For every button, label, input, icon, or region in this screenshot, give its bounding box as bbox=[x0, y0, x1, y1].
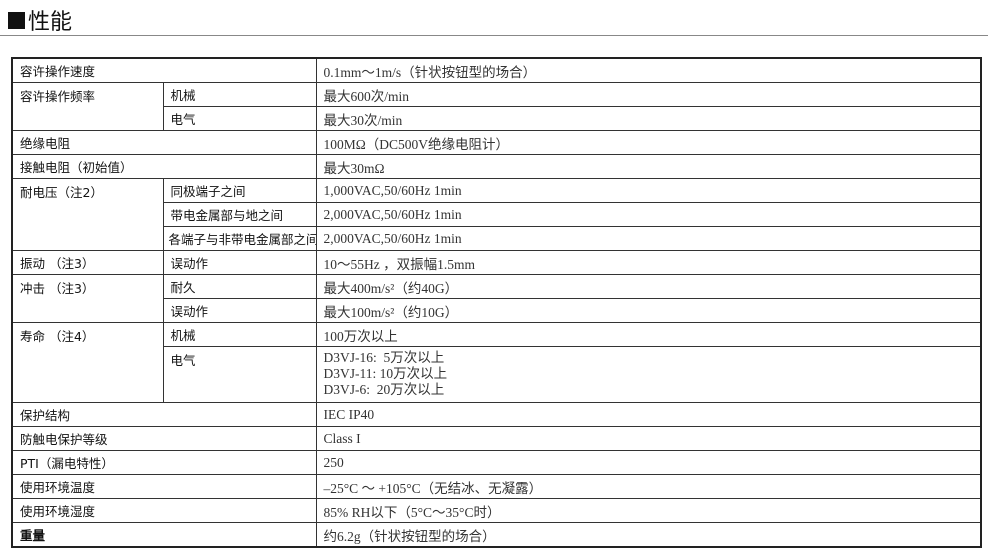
table-row: 使用环境湿度 85% RH以下（5°C～35°C时） bbox=[11, 498, 982, 523]
table-row: 绝缘电阻 100MΩ（DC500V绝缘电阻计） bbox=[11, 130, 982, 155]
row-value: 1,000VAC,50/60Hz 1min bbox=[315, 178, 982, 203]
row-label: 使用环境温度 bbox=[11, 474, 317, 499]
row-value: –25°C ～ +105°C（无结冰、无凝露） bbox=[315, 474, 982, 499]
table-row: 电气 最大30次/min bbox=[12, 106, 982, 131]
life-item: D3VJ-16: 5万次以上 bbox=[323, 350, 445, 365]
row-value: Class I bbox=[315, 426, 982, 451]
square-bullet-icon bbox=[8, 11, 25, 29]
table-row: 保护结构 IEC IP40 bbox=[11, 402, 982, 427]
row-label: 耐电压（注2） bbox=[11, 178, 164, 251]
sub-label: 电气 bbox=[162, 106, 317, 131]
row-label: 防触电保护等级 bbox=[11, 426, 317, 451]
table-row: 各端子与非带电金属部之间 2,000VAC,50/60Hz 1min bbox=[12, 226, 982, 251]
sub-label: 电气 bbox=[162, 346, 317, 403]
row-value: 100MΩ（DC500V绝缘电阻计） bbox=[315, 130, 982, 155]
sub-label: 带电金属部与地之间 bbox=[162, 202, 317, 227]
table-row: 容许操作速度 0.1mm～1m/s（针状按钮型的场合） bbox=[11, 57, 982, 83]
table-row: 冲击 （注3） 耐久 最大400m/s²（约40G） bbox=[11, 274, 982, 323]
row-label: 重量 bbox=[11, 522, 317, 548]
table-row: 带电金属部与地之间 2,000VAC,50/60Hz 1min bbox=[12, 202, 982, 227]
row-label: 使用环境湿度 bbox=[11, 498, 317, 523]
row-value: 最大400m/s²（约40G） bbox=[315, 274, 982, 299]
row-value: 约6.2g（针状按钮型的场合） bbox=[315, 522, 982, 548]
row-value: 最大600次/min bbox=[315, 82, 982, 107]
divider bbox=[0, 35, 988, 36]
table-row: 防触电保护等级 Class I bbox=[11, 426, 982, 451]
row-value: IEC IP40 bbox=[315, 402, 982, 427]
row-value: 最大30mΩ bbox=[315, 154, 982, 179]
sub-label: 同极端子之间 bbox=[162, 178, 317, 203]
life-item: D3VJ-6: 20万次以上 bbox=[323, 382, 445, 397]
table-row: 使用环境温度 –25°C ～ +105°C（无结冰、无凝露） bbox=[11, 474, 982, 499]
sub-label: 误动作 bbox=[162, 250, 317, 275]
performance-table: 容许操作速度 0.1mm～1m/s（针状按钮型的场合） 容许操作频率 机械 最大600… bbox=[11, 57, 982, 548]
table-row: 耐电压（注2） 同极端子之间 1,000VAC,50/60Hz 1min bbox=[11, 178, 982, 251]
sub-label: 误动作 bbox=[162, 298, 317, 323]
row-value: 100万次以上 bbox=[315, 322, 982, 347]
row-value: 2,000VAC,50/60Hz 1min bbox=[315, 226, 982, 251]
row-label: 容许操作速度 bbox=[11, 57, 317, 83]
section-title: 性能 bbox=[8, 4, 72, 36]
row-value: 85% RH以下（5°C～35°C时） bbox=[315, 498, 982, 523]
row-label: 容许操作频率 bbox=[11, 82, 164, 131]
row-value-list: D3VJ-16: 5万次以上 D3VJ-11: 10万次以上 D3VJ-6: 20万… bbox=[315, 346, 982, 403]
table-row: 重量 约6.2g（针状按钮型的场合） bbox=[11, 522, 982, 548]
table-row: 容许操作频率 机械 最大600次/min bbox=[11, 82, 982, 131]
table-row: 接触电阻（初始值） 最大30mΩ bbox=[11, 154, 982, 179]
row-value: 最大30次/min bbox=[315, 106, 982, 131]
sub-label: 机械 bbox=[162, 322, 317, 347]
table-row: 振动 （注3） 误动作 10～55Hz ，双振幅1.5mm bbox=[11, 250, 982, 275]
life-item: D3VJ-11: 10万次以上 bbox=[323, 366, 448, 381]
row-value: 0.1mm～1m/s（针状按钮型的场合） bbox=[315, 57, 982, 83]
row-label: 保护结构 bbox=[11, 402, 317, 427]
row-value: 最大100m/s²（约10G） bbox=[315, 298, 982, 323]
sub-label: 各端子与非带电金属部之间 bbox=[162, 226, 317, 251]
row-label: 冲击 （注3） bbox=[11, 274, 164, 323]
row-value: 250 bbox=[315, 450, 982, 475]
table-row: 电气 D3VJ-16: 5万次以上 D3VJ-11: 10万次以上 D3VJ-6: 2… bbox=[12, 346, 982, 403]
row-value: 2,000VAC,50/60Hz 1min bbox=[315, 202, 982, 227]
table-row: PTI（漏电特性） 250 bbox=[11, 450, 982, 475]
row-label: 绝缘电阻 bbox=[11, 130, 317, 155]
sub-label: 耐久 bbox=[162, 274, 317, 299]
table-row: 寿命 （注4） 机械 100万次以上 bbox=[11, 322, 982, 403]
table-row: 误动作 最大100m/s²（约10G） bbox=[12, 298, 982, 323]
row-label: 振动 （注3） bbox=[11, 250, 164, 275]
row-label: 接触电阻（初始值） bbox=[11, 154, 317, 179]
sub-label: 机械 bbox=[162, 82, 317, 107]
section-title-text: 性能 bbox=[28, 10, 73, 35]
row-label: 寿命 （注4） bbox=[11, 322, 164, 403]
row-label: PTI（漏电特性） bbox=[11, 450, 317, 475]
row-value: 10～55Hz ，双振幅1.5mm bbox=[315, 250, 982, 275]
